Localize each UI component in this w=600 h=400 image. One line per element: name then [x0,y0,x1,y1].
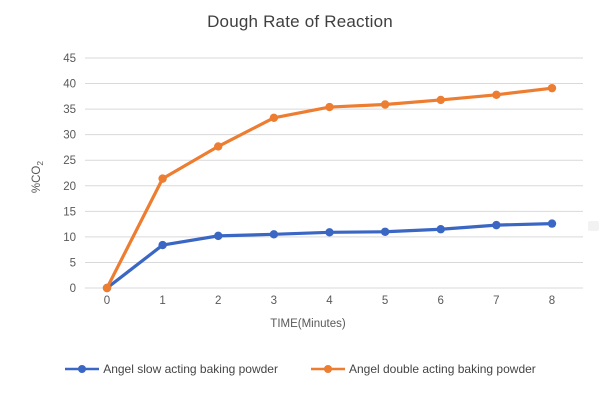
data-point [492,220,501,230]
data-point [547,83,557,93]
data-point [214,142,223,151]
legend-swatch-double-line-icon [310,365,345,373]
y-tick-label: 40 [63,79,76,91]
data-point [325,102,334,112]
data-point [492,90,501,100]
legend-label-double: Angel double acting baking powder [348,362,536,376]
data-point [158,174,167,183]
y-tick-label: 0 [70,283,76,295]
legend: Angel slow acting baking powder Angel do… [0,362,600,376]
x-tick-label: 0 [104,295,110,307]
y-tick-label: 15 [63,206,76,218]
data-point [380,227,390,236]
x-tick-label: 1 [159,295,165,307]
y-tick-label: 35 [63,104,76,116]
series-line-1 [105,86,554,290]
data-point [214,231,223,241]
x-tick-label: 7 [493,295,499,307]
data-point [325,228,334,237]
x-tick-label: 4 [326,295,333,307]
legend-swatch-slow-line-icon [65,365,100,373]
x-tick-label: 2 [215,295,221,307]
y-tick-label: 10 [63,232,76,244]
data-point [436,225,445,234]
y-axis-title-subscript: 2 [35,160,46,166]
legend-item-slow: Angel slow acting baking powder [64,362,278,376]
y-tick-label: 20 [63,181,76,193]
y-tick-label: 5 [70,257,76,269]
y-axis-title-text: %CO [30,165,43,194]
y-tick-label: 45 [63,53,76,65]
data-point [269,230,279,239]
data-point [102,283,112,293]
legend-item-double: Angel double acting baking powder [310,362,536,376]
chart-title: Dough Rate of Reaction [207,12,393,31]
x-tick-label: 3 [271,295,277,307]
x-tick-label: 8 [549,295,555,307]
x-axis-title: TIME(Minutes) [270,318,346,330]
faint-artifact [588,221,599,231]
data-point [436,95,445,105]
y-tick-label: 30 [63,130,76,142]
legend-label-slow: Angel slow acting baking powder [103,362,278,376]
data-point [158,240,167,250]
y-axis-title: %CO2 [31,161,45,193]
x-tick-label: 5 [382,295,388,307]
x-tick-label: 6 [438,295,444,307]
data-point [547,219,557,228]
y-tick-label: 25 [63,155,76,167]
data-point [269,113,279,123]
data-point [380,100,390,109]
